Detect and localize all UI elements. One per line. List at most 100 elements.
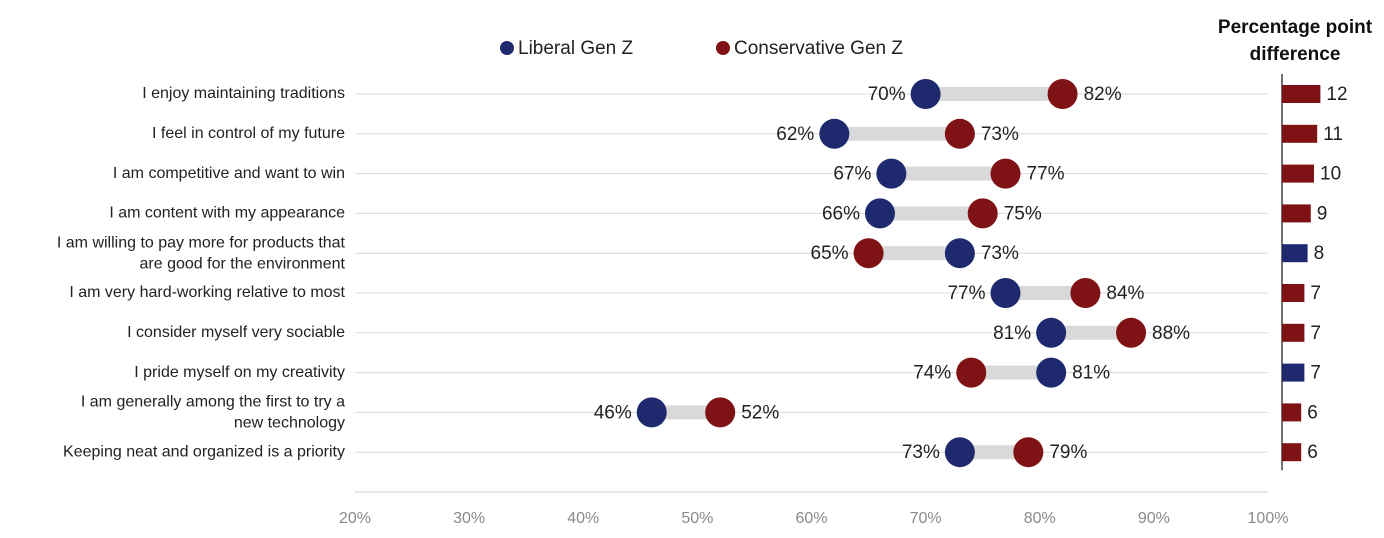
conservative-point <box>1047 79 1078 109</box>
row-label: I am very hard-working relative to most <box>69 284 345 301</box>
row-label: I pride myself on my creativity <box>134 364 345 381</box>
x-tick-label: 80% <box>1024 510 1056 527</box>
diff-bar <box>1282 244 1308 263</box>
conservative-point <box>967 198 998 229</box>
diff-column-title: Percentage point difference <box>1218 17 1373 65</box>
diff-value-label: 7 <box>1310 323 1321 344</box>
dumbbell-connector <box>959 445 1029 460</box>
diff-bar <box>1282 124 1318 143</box>
row-label: I feel in control of my future <box>152 125 345 142</box>
diff-value-label: 10 <box>1320 164 1341 185</box>
conservative-value-label: 88% <box>1152 323 1190 344</box>
liberal-value-label: 62% <box>776 124 814 145</box>
x-tick-label: 90% <box>1138 510 1170 527</box>
conservative-value-label: 84% <box>1106 283 1144 304</box>
row-label: I am content with my appearance <box>109 205 345 222</box>
conservative-value-label: 65% <box>811 243 849 264</box>
diff-bar <box>1282 403 1302 422</box>
row-label: I am generally among the first to try a <box>81 394 345 411</box>
liberal-value-label: 66% <box>822 203 860 224</box>
liberal-point <box>990 278 1021 308</box>
liberal-value-label: 73% <box>902 442 940 463</box>
dumbbell-connector <box>834 126 960 141</box>
x-tick-label: 40% <box>567 510 599 527</box>
row-label: Keeping neat and organized is a priority <box>63 443 345 460</box>
x-tick-label: 70% <box>910 510 942 527</box>
x-tick-label: 100% <box>1248 510 1289 527</box>
liberal-point <box>876 158 907 189</box>
row-label: I am willing to pay more for products th… <box>57 234 346 251</box>
liberal-value-label: 70% <box>868 84 906 105</box>
dumbbell-connector <box>925 87 1063 101</box>
dumbbell-connector <box>1005 286 1086 300</box>
legend-marker-liberal <box>500 41 514 55</box>
liberal-point <box>819 118 850 149</box>
liberal-point <box>864 198 895 229</box>
diff-bar <box>1282 204 1311 223</box>
liberal-value-label: 77% <box>947 283 985 304</box>
liberal-point <box>1036 317 1067 348</box>
liberal-point <box>636 397 667 428</box>
diff-bar <box>1282 85 1321 103</box>
conservative-point <box>956 357 987 388</box>
plot-area: 20% 30% 40% 50% 60% 70% 80% 90% 100% I enjoy main… <box>57 74 1348 527</box>
liberal-point <box>944 238 975 269</box>
diff-value-label: 7 <box>1310 283 1321 304</box>
diff-value-label: 11 <box>1323 124 1343 145</box>
conservative-value-label: 82% <box>1084 84 1122 105</box>
conservative-point <box>990 158 1021 189</box>
liberal-value-label: 67% <box>833 164 871 185</box>
conservative-value-label: 52% <box>741 402 779 423</box>
dumbbell-connector <box>1051 325 1132 340</box>
conservative-value-label: 73% <box>981 124 1019 145</box>
conservative-value-label: 79% <box>1049 442 1087 463</box>
conservative-point <box>1013 437 1044 468</box>
diff-bar <box>1282 164 1314 183</box>
x-tick-label: 50% <box>681 510 713 527</box>
diff-title-line2: difference <box>1250 44 1341 65</box>
x-tick-label: 60% <box>795 510 827 527</box>
liberal-point <box>944 437 975 468</box>
legend-marker-conservative <box>716 41 730 55</box>
diff-bar <box>1282 323 1305 342</box>
conservative-point <box>1116 317 1147 348</box>
diff-title-line1: Percentage point <box>1218 17 1373 38</box>
liberal-value-label: 81% <box>993 323 1031 344</box>
dumbbell-connector <box>879 206 983 221</box>
dumbbell-connector <box>868 246 960 261</box>
legend-label-liberal: Liberal Gen Z <box>518 38 634 59</box>
row-label: new technology <box>234 415 345 432</box>
x-tick-label: 30% <box>453 510 485 527</box>
conservative-value-label: 77% <box>1027 164 1065 185</box>
row-label: I am competitive and want to win <box>113 165 345 182</box>
conservative-point <box>1070 278 1101 308</box>
diff-value-label: 8 <box>1314 243 1325 264</box>
conservative-point <box>853 238 884 269</box>
diff-bar <box>1282 443 1302 462</box>
liberal-value-label: 46% <box>594 402 632 423</box>
liberal-point <box>1036 357 1067 388</box>
conservative-point <box>944 118 975 149</box>
liberal-point <box>910 79 941 109</box>
x-tick-label: 20% <box>339 510 371 527</box>
diff-value-label: 12 <box>1326 84 1347 105</box>
row-label: I enjoy maintaining traditions <box>142 85 345 102</box>
dumbbell-connector <box>971 365 1052 380</box>
conservative-point <box>705 397 736 428</box>
dumbbell-connector <box>651 405 721 420</box>
row-label: I consider myself very sociable <box>127 324 345 341</box>
diff-bar <box>1282 284 1305 302</box>
diff-value-label: 9 <box>1317 203 1328 224</box>
conservative-value-label: 74% <box>913 363 951 384</box>
diff-value-label: 6 <box>1307 442 1318 463</box>
legend-label-conservative: Conservative Gen Z <box>734 38 903 59</box>
row-label: are good for the environment <box>140 255 346 272</box>
chart-legend: Liberal Gen Z Conservative Gen Z <box>500 38 903 59</box>
conservative-value-label: 75% <box>1004 203 1042 224</box>
liberal-value-label: 81% <box>1072 363 1110 384</box>
dumbbell-connector <box>891 166 1006 181</box>
diff-value-label: 6 <box>1307 402 1318 423</box>
diff-bar <box>1282 363 1305 382</box>
diff-value-label: 7 <box>1310 363 1321 384</box>
